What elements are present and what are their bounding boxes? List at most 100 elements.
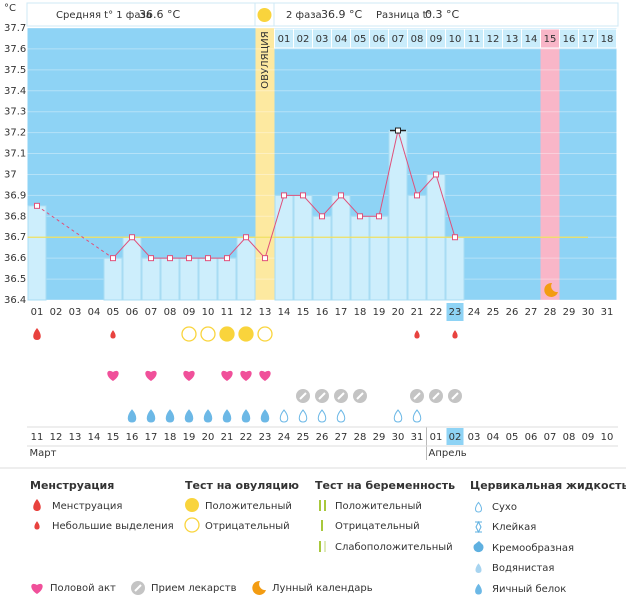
legend-item: Кремообразная: [492, 543, 574, 554]
legend-icon: [185, 498, 199, 512]
medication-icon-line: [318, 392, 326, 400]
date-label: 04: [487, 432, 500, 443]
bar: [141, 257, 161, 301]
bar: [350, 215, 370, 301]
legend-icon: [34, 521, 40, 530]
phase2-day: 12: [487, 34, 500, 45]
cervical-icon: [222, 409, 232, 423]
cervical-icon: [412, 409, 422, 423]
cervical-icon: [336, 409, 346, 423]
bar: [312, 215, 332, 301]
phase2-day: 09: [430, 34, 443, 45]
x-tick-label: 17: [335, 307, 348, 318]
medication-icon-line: [356, 392, 364, 400]
x-tick-label: 29: [563, 307, 576, 318]
x-tick-label: 02: [50, 307, 63, 318]
bar: [160, 257, 180, 301]
phase1-value: 36.6 °C: [139, 8, 180, 21]
bar: [217, 257, 237, 301]
y-unit: °C: [4, 3, 16, 14]
date-label: 27: [335, 432, 348, 443]
cervical-icon: [279, 409, 289, 423]
x-tick-label: 31: [601, 307, 614, 318]
legend-title: Цервикальная жидкость: [470, 479, 626, 492]
legend-item: Отрицательный: [205, 521, 290, 532]
preg-pos-icon: [324, 500, 326, 511]
y-tick-label: 36.6: [4, 253, 26, 264]
y-tick-label: 36.7: [4, 232, 26, 243]
medication-icon-line: [299, 392, 307, 400]
phase2-day: 17: [582, 34, 595, 45]
legend-item: Лунный календарь: [272, 583, 373, 594]
temperature-point: [243, 234, 249, 241]
legend-icon: [252, 580, 266, 595]
month-label: Март: [30, 448, 57, 459]
date-label: 24: [278, 432, 291, 443]
temperature-point: [34, 202, 40, 209]
y-tick-label: 36.8: [4, 211, 26, 222]
today-date-cell: [446, 428, 464, 445]
date-label: 10: [601, 432, 614, 443]
date-label: 01: [430, 432, 443, 443]
y-tick-label: 37.6: [4, 44, 26, 55]
date-label: 26: [316, 432, 329, 443]
menstruation-icon: [110, 330, 116, 339]
x-tick-label: 13: [259, 307, 272, 318]
x-tick-label: 12: [240, 307, 253, 318]
temperature-point: [300, 192, 306, 199]
date-label: 02: [449, 432, 462, 443]
x-tick-label: 30: [582, 307, 595, 318]
cervical-icon: [127, 409, 137, 423]
temperature-point: [338, 192, 344, 199]
diff-label: Разница t°: [376, 10, 432, 21]
cervical-icon: [298, 409, 308, 423]
phase2-cell: [597, 28, 617, 49]
legend-icon: [31, 583, 43, 594]
x-tick-label: 24: [468, 307, 481, 318]
ovulation-test-icon: [238, 326, 254, 342]
temperature-point: [376, 213, 382, 220]
menstruation-icon: [33, 328, 41, 340]
date-label: 13: [69, 432, 82, 443]
x-tick-label: 21: [411, 307, 424, 318]
legend-item: Половой акт: [50, 583, 116, 594]
sex-icon: [221, 370, 233, 381]
bar: [293, 194, 313, 301]
date-label: 03: [468, 432, 481, 443]
legend-title: Тест на беременность: [315, 479, 455, 492]
date-label: 19: [183, 432, 196, 443]
date-label: 08: [563, 432, 576, 443]
phase2-day: 18: [601, 34, 614, 45]
today-cell: [446, 303, 464, 321]
temperature-point: [148, 255, 154, 262]
cervical-icon: [203, 409, 213, 423]
x-tick-label: 06: [126, 307, 139, 318]
legend-icon: [475, 583, 482, 595]
date-label: 20: [202, 432, 215, 443]
temperature-point: [395, 127, 401, 134]
phase2-day: 03: [316, 34, 329, 45]
legend-item: Прием лекарств: [151, 583, 237, 594]
medication-icon-line: [413, 392, 421, 400]
legend-title: Менструация: [30, 479, 114, 492]
temperature-point: [167, 255, 173, 262]
date-label: 28: [354, 432, 367, 443]
legend-item: Отрицательный: [335, 521, 420, 532]
cervical-icon: [393, 409, 403, 423]
date-label: 11: [31, 432, 44, 443]
temperature-point: [129, 234, 135, 241]
ovulation-column: [255, 28, 275, 300]
sex-icon: [145, 370, 157, 381]
legend-item: Положительный: [335, 501, 422, 512]
x-tick-label: 23: [449, 307, 462, 318]
temperature-point: [281, 192, 287, 199]
y-tick-label: 37.1: [4, 149, 26, 160]
x-tick-label: 14: [278, 307, 291, 318]
phase2-day: 05: [354, 34, 367, 45]
temperature-point: [224, 255, 230, 262]
moon-marker: [544, 282, 558, 297]
x-tick-label: 15: [297, 307, 310, 318]
legend-icon: [475, 563, 482, 573]
temperature-point: [357, 213, 363, 220]
